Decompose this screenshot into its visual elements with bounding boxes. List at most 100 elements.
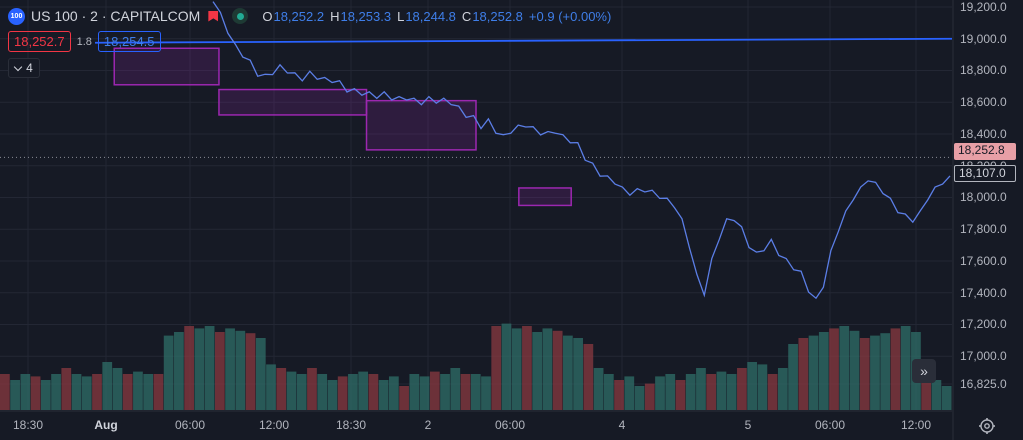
volume-bar xyxy=(931,380,942,410)
price-tick-label: 19,000.0 xyxy=(960,31,1007,46)
time-tick-label: 12:00 xyxy=(258,418,290,432)
close-key: C xyxy=(461,8,472,24)
volume-bar xyxy=(399,386,409,410)
volume-bar xyxy=(348,374,358,410)
time-tick-label: 06:00 xyxy=(814,418,846,432)
volume-bar xyxy=(40,380,51,410)
volume-bar xyxy=(317,374,328,410)
status-dot-icon xyxy=(236,12,244,20)
current-price-tag: 18,252.8 xyxy=(954,143,1016,160)
volume-bar xyxy=(583,344,594,410)
price-tick-label: 16,825.0 xyxy=(960,377,1007,391)
volume-bar xyxy=(552,330,563,410)
volume-bar xyxy=(174,332,184,410)
time-tick-label: 18:30 xyxy=(12,418,44,432)
volume-bar xyxy=(102,362,113,410)
volume-bar xyxy=(470,374,481,410)
low-key: L xyxy=(397,8,405,24)
range-box xyxy=(365,99,477,151)
volume-bar xyxy=(20,374,31,410)
price-tick-label: 18,400.0 xyxy=(960,126,1007,141)
trend-line xyxy=(94,37,953,44)
volume-bar xyxy=(634,386,645,410)
range-box xyxy=(518,187,572,207)
time-tick-label: 5 xyxy=(744,418,752,432)
volume-bar xyxy=(214,332,225,410)
time-tick-label: 06:00 xyxy=(494,418,526,432)
volume-bar xyxy=(941,386,952,410)
price-tick-label: 19,200.0 xyxy=(960,0,1007,14)
volume-bar xyxy=(204,326,215,410)
sell-button[interactable]: 18,252.7 xyxy=(8,31,71,52)
volume-bar xyxy=(859,338,870,410)
volume-bar xyxy=(245,333,256,410)
volume-bar xyxy=(460,374,471,410)
volume-bar xyxy=(143,374,154,410)
change-value: +0.9 (+0.00%) xyxy=(528,8,612,24)
volume-bar xyxy=(808,335,819,410)
quote-row: 18,252.7 1.8 18,254.5 xyxy=(8,31,161,52)
flag-icon[interactable] xyxy=(208,10,219,22)
volume-bar xyxy=(685,374,696,410)
volume-bar xyxy=(532,332,543,410)
volume-bar xyxy=(481,376,491,410)
volume-bar xyxy=(286,371,297,410)
volume-bar xyxy=(870,335,880,410)
volume-bar xyxy=(563,335,573,410)
indicators-toggle-button[interactable]: 4 xyxy=(8,58,40,78)
time-tick-label: 06:00 xyxy=(174,418,206,432)
buy-button[interactable]: 18,254.5 xyxy=(97,31,161,52)
volume-bar xyxy=(440,374,450,410)
volume-bar xyxy=(880,333,891,410)
volume-bar xyxy=(696,368,706,410)
volume-bar xyxy=(501,323,512,410)
open-key: O xyxy=(262,8,273,24)
time-tick-label: Aug xyxy=(94,418,118,432)
range-box xyxy=(113,47,220,86)
price-tick-label: 17,600.0 xyxy=(960,253,1007,268)
volume-bar xyxy=(747,362,758,410)
volume-bar xyxy=(296,374,307,410)
volume-bar xyxy=(777,368,788,410)
scroll-to-realtime-button[interactable]: » xyxy=(912,359,936,383)
time-tick-label: 12:00 xyxy=(900,418,932,432)
volume-bar xyxy=(337,376,348,410)
volume-bar xyxy=(655,376,665,410)
close-value: 18,252.8 xyxy=(472,8,523,24)
volume-bar xyxy=(818,332,829,410)
volume-bar xyxy=(358,371,369,410)
symbol-logo-icon: 100 xyxy=(8,7,25,25)
volume-bar xyxy=(122,374,133,410)
volume-bar xyxy=(71,374,82,410)
price-tick-label: 17,000.0 xyxy=(960,349,1007,364)
volume-bar xyxy=(522,326,532,410)
volume-bar xyxy=(757,364,768,410)
indicator-count: 4 xyxy=(26,61,33,75)
volume-bar xyxy=(276,368,287,410)
volume-bar xyxy=(184,326,194,410)
market-status-icon[interactable] xyxy=(232,8,249,24)
price-tick-label: 17,400.0 xyxy=(960,285,1007,300)
volume-bar xyxy=(593,368,604,410)
volume-bar xyxy=(163,335,174,410)
volume-bar xyxy=(266,364,276,410)
time-tick-label: 18:30 xyxy=(335,418,367,432)
volume-bar xyxy=(675,380,686,410)
gear-icon[interactable] xyxy=(978,417,996,435)
volume-bar xyxy=(767,374,778,410)
volume-bar xyxy=(409,374,420,410)
volume-bar xyxy=(61,368,72,410)
volume-bar xyxy=(798,338,809,410)
volume-bar xyxy=(307,368,317,410)
volume-bar xyxy=(10,380,20,410)
volume-bar xyxy=(429,371,440,410)
symbol-title[interactable]: US 100 · 2 · CAPITALCOM xyxy=(31,8,201,24)
price-tick-label: 18,000.0 xyxy=(960,190,1007,205)
volume-bar xyxy=(419,376,430,410)
volume-bar xyxy=(614,380,624,410)
volume-bar xyxy=(573,338,583,410)
price-tick-label: 18,600.0 xyxy=(960,95,1007,110)
volume-bar xyxy=(829,328,839,410)
